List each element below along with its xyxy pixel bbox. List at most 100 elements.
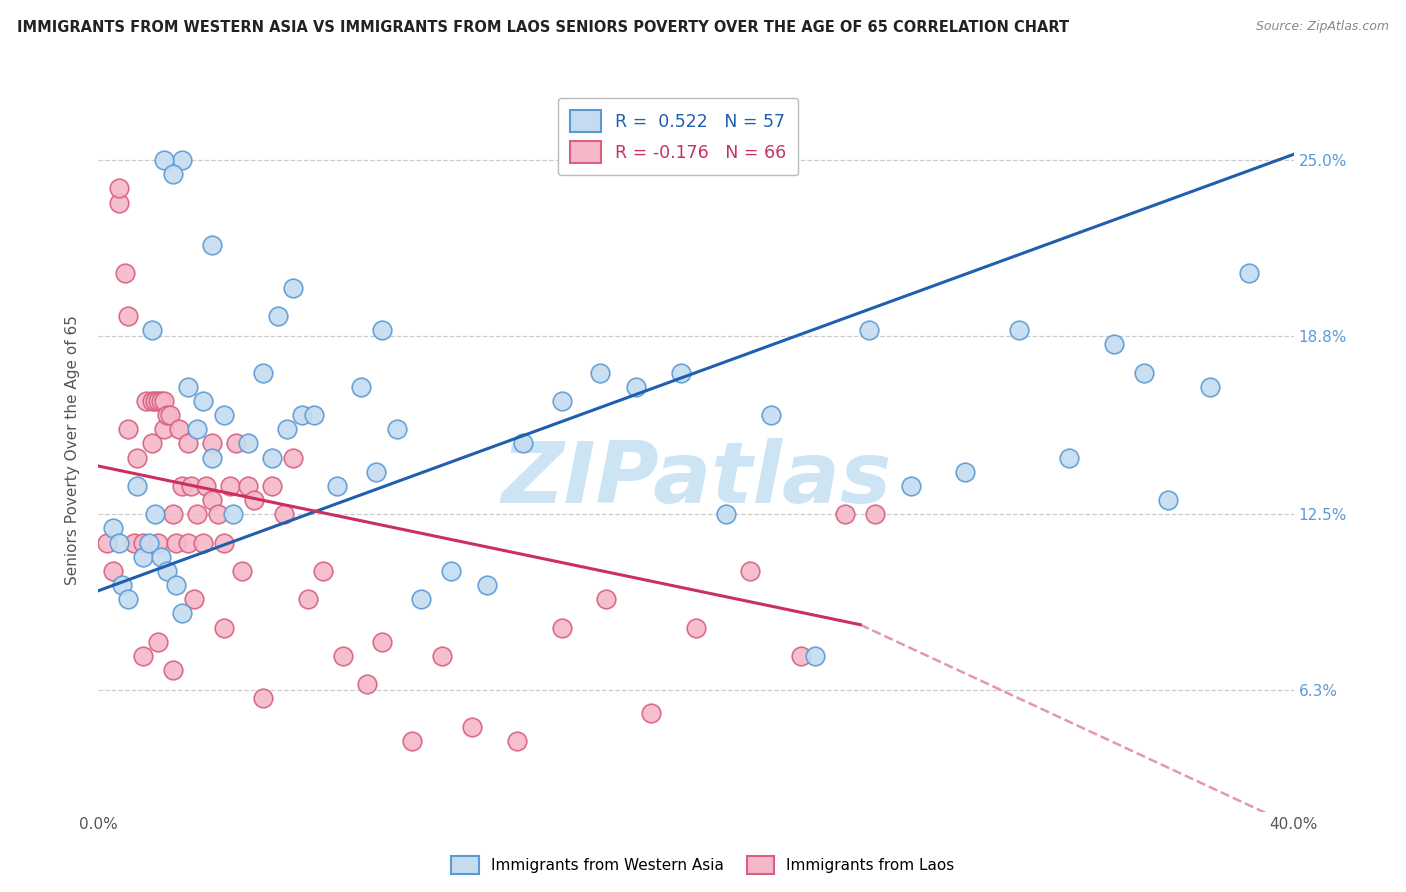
Point bbox=[162, 167, 184, 181]
Point bbox=[96, 535, 118, 549]
Point bbox=[260, 479, 283, 493]
Point bbox=[461, 720, 484, 734]
Point bbox=[953, 465, 976, 479]
Point bbox=[512, 436, 534, 450]
Point bbox=[281, 280, 304, 294]
Text: Source: ZipAtlas.com: Source: ZipAtlas.com bbox=[1256, 20, 1389, 33]
Point bbox=[201, 436, 224, 450]
Point bbox=[117, 309, 139, 323]
Point bbox=[225, 436, 247, 450]
Point bbox=[1059, 450, 1081, 465]
Point bbox=[156, 408, 179, 422]
Point bbox=[148, 393, 170, 408]
Point bbox=[366, 465, 388, 479]
Point bbox=[789, 648, 811, 663]
Point bbox=[411, 592, 433, 607]
Point bbox=[159, 408, 181, 422]
Point bbox=[153, 153, 176, 167]
Point bbox=[177, 436, 200, 450]
Point bbox=[243, 493, 266, 508]
Point bbox=[858, 323, 880, 337]
Point bbox=[143, 393, 166, 408]
Point bbox=[1133, 366, 1156, 380]
Point bbox=[114, 266, 136, 280]
Point bbox=[132, 648, 155, 663]
Point bbox=[141, 393, 163, 408]
Point bbox=[135, 393, 157, 408]
Point bbox=[201, 493, 224, 508]
Point bbox=[212, 408, 235, 422]
Point bbox=[440, 564, 463, 578]
Point bbox=[371, 634, 394, 648]
Point bbox=[236, 436, 259, 450]
Point bbox=[669, 366, 692, 380]
Point bbox=[165, 535, 187, 549]
Point bbox=[172, 607, 194, 621]
Point bbox=[595, 592, 617, 607]
Point bbox=[267, 309, 290, 323]
Point bbox=[186, 422, 208, 436]
Point bbox=[180, 479, 202, 493]
Point bbox=[430, 648, 453, 663]
Point bbox=[804, 648, 827, 663]
Point bbox=[132, 549, 155, 564]
Point bbox=[834, 507, 856, 521]
Point bbox=[150, 549, 173, 564]
Point bbox=[177, 535, 200, 549]
Point bbox=[219, 479, 242, 493]
Point bbox=[108, 535, 131, 549]
Point bbox=[103, 521, 125, 535]
Point bbox=[201, 450, 224, 465]
Point bbox=[108, 181, 131, 195]
Point bbox=[714, 507, 737, 521]
Point bbox=[371, 323, 394, 337]
Point bbox=[156, 564, 179, 578]
Point bbox=[183, 592, 205, 607]
Point bbox=[108, 195, 131, 210]
Point bbox=[143, 507, 166, 521]
Point bbox=[759, 408, 782, 422]
Point bbox=[1157, 493, 1180, 508]
Point bbox=[162, 507, 184, 521]
Point bbox=[1104, 337, 1126, 351]
Point bbox=[177, 380, 200, 394]
Point bbox=[385, 422, 409, 436]
Point bbox=[550, 393, 572, 408]
Point bbox=[1237, 266, 1260, 280]
Point bbox=[148, 535, 170, 549]
Point bbox=[141, 436, 163, 450]
Point bbox=[291, 408, 314, 422]
Point bbox=[127, 450, 149, 465]
Point bbox=[191, 535, 214, 549]
Point bbox=[201, 238, 224, 252]
Point bbox=[506, 734, 529, 748]
Point bbox=[207, 507, 229, 521]
Point bbox=[260, 450, 283, 465]
Text: ZIPatlas: ZIPatlas bbox=[501, 438, 891, 521]
Point bbox=[117, 422, 139, 436]
Point bbox=[186, 507, 208, 521]
Point bbox=[475, 578, 498, 592]
Point bbox=[626, 380, 648, 394]
Point bbox=[167, 422, 190, 436]
Point bbox=[252, 366, 274, 380]
Point bbox=[401, 734, 423, 748]
Point bbox=[150, 393, 173, 408]
Point bbox=[640, 706, 662, 720]
Legend: R =  0.522   N = 57, R = -0.176   N = 66: R = 0.522 N = 57, R = -0.176 N = 66 bbox=[558, 98, 799, 176]
Point bbox=[153, 393, 176, 408]
Point bbox=[550, 621, 572, 635]
Point bbox=[165, 578, 187, 592]
Point bbox=[138, 535, 160, 549]
Point bbox=[589, 366, 612, 380]
Point bbox=[212, 621, 235, 635]
Point bbox=[738, 564, 761, 578]
Point bbox=[153, 422, 176, 436]
Point bbox=[1199, 380, 1222, 394]
Point bbox=[326, 479, 349, 493]
Point bbox=[302, 408, 325, 422]
Point bbox=[332, 648, 354, 663]
Point bbox=[141, 323, 163, 337]
Point bbox=[124, 535, 146, 549]
Point bbox=[103, 564, 125, 578]
